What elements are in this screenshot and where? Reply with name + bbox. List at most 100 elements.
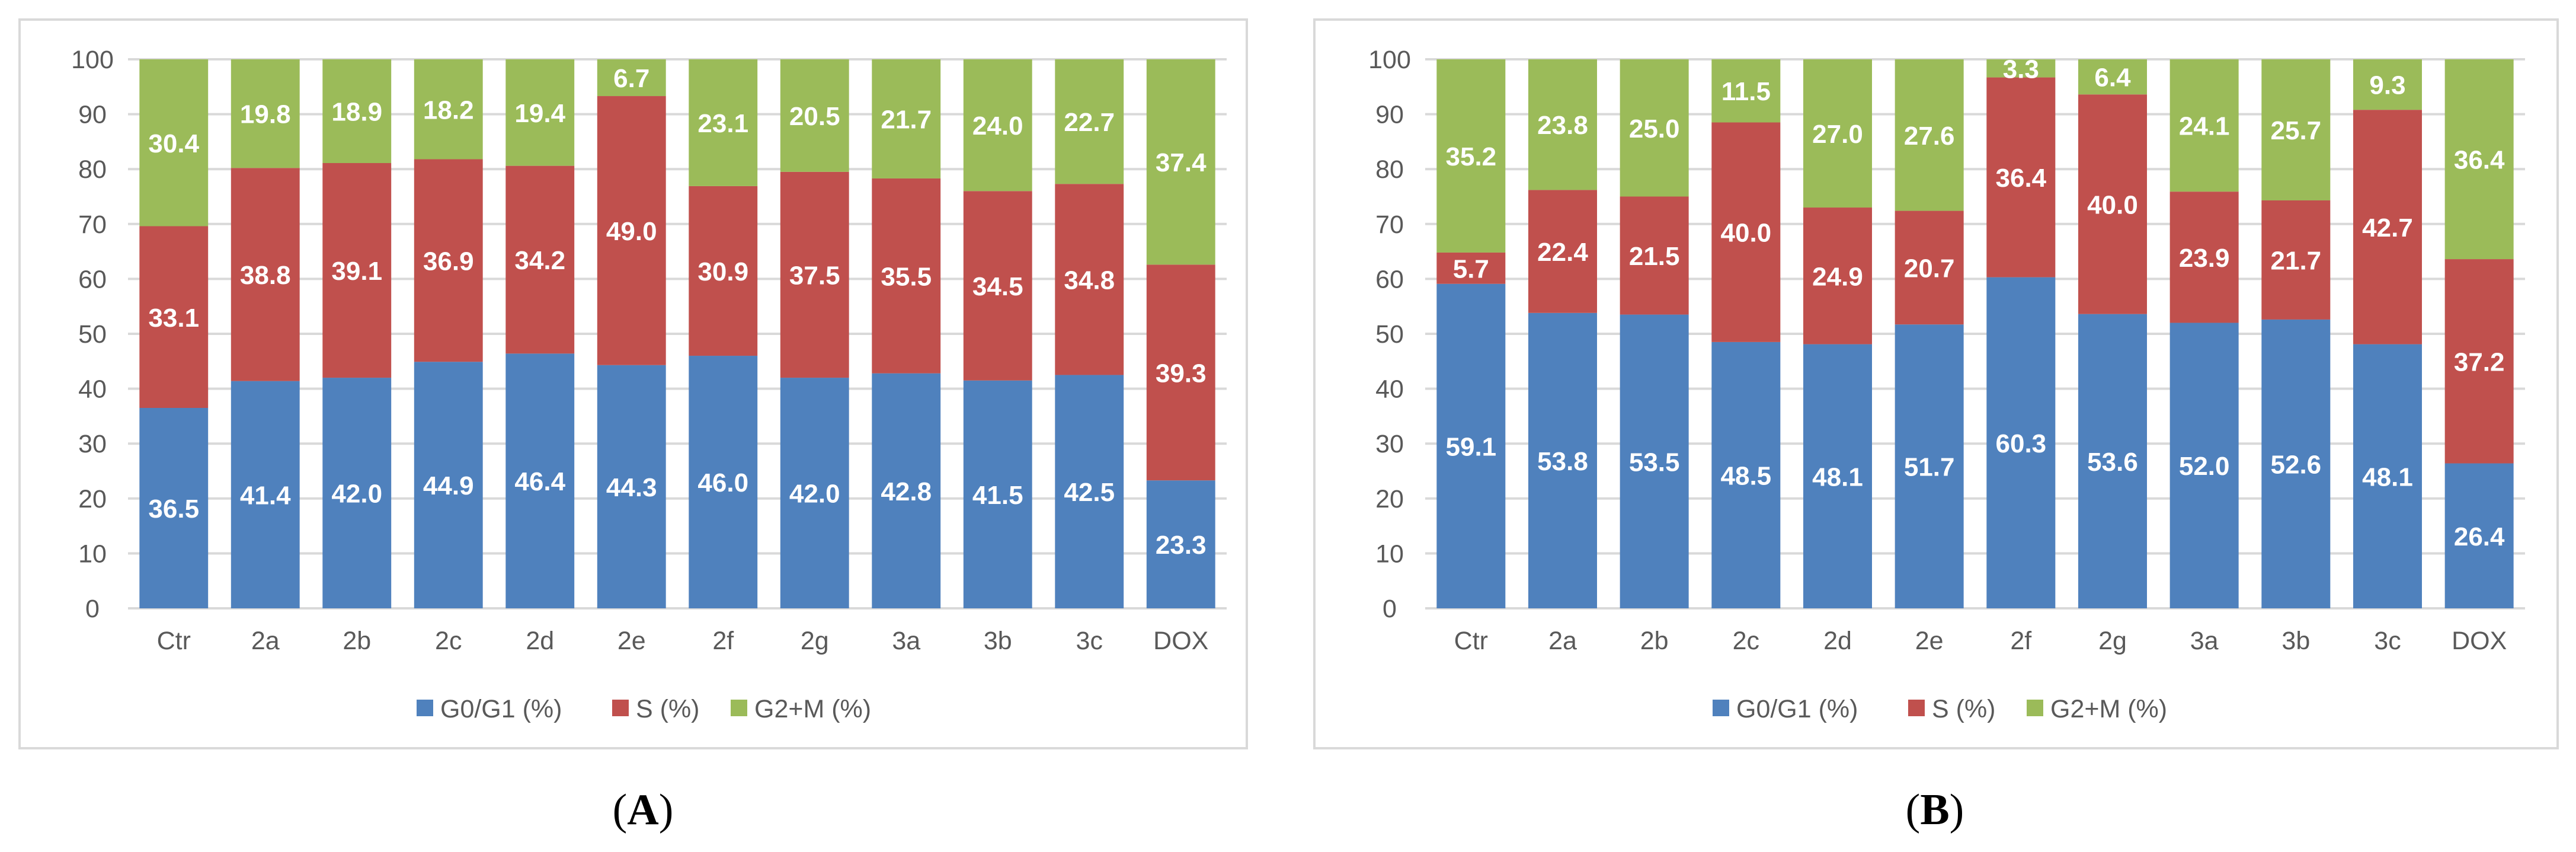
- y-tick-label: 60: [78, 265, 107, 293]
- data-label: 34.8: [1064, 266, 1115, 295]
- chart-panel-b: 0 10 20 30 40 50 60 70 80 90 100 59.1 5.7 35.2 53.8 22.…: [1313, 18, 2559, 834]
- x-axis-tick-labels: Ctr 2a 2b 2c 2d 2e 2f 2g 3a 3b 3c DOX: [157, 627, 1209, 655]
- legend-item-s: S (%): [612, 695, 700, 723]
- data-label: 41.5: [972, 481, 1023, 510]
- bar-segment-s-3a: [2169, 192, 2239, 323]
- x-tick-label: DOX: [1153, 627, 1208, 655]
- stacked-bar-2g: 42.0 37.5 20.5: [780, 59, 849, 608]
- bar-segment-s-2b: [322, 163, 392, 378]
- data-label: 6.7: [613, 64, 649, 93]
- bar-segment-g0g1-2a: [1528, 312, 1597, 608]
- stacked-bar-ctr: 59.1 5.7 35.2: [1436, 59, 1506, 608]
- data-label: 39.1: [331, 257, 382, 286]
- y-tick-label: 40: [78, 375, 107, 404]
- x-tick-label: 2c: [1733, 627, 1759, 655]
- stacked-bar-3c: 42.5 34.8 22.7: [1055, 59, 1124, 608]
- stacked-bar-2c: 44.9 36.9 18.2: [414, 59, 483, 608]
- data-label: 42.7: [2362, 213, 2413, 242]
- bar-segment-g2m-dox: [1146, 59, 1215, 265]
- x-tick-label: 2e: [1915, 627, 1944, 655]
- bar-segment-g2m-2d: [1803, 59, 1872, 208]
- legend-swatch: [2027, 700, 2043, 716]
- data-label: 60.3: [1996, 429, 2047, 458]
- y-tick-label: 40: [1375, 375, 1404, 404]
- y-tick-label: 20: [1375, 485, 1404, 513]
- bar-segment-s-2d: [505, 165, 575, 354]
- stacked-bar-ctr: 36.5 33.1 30.4: [139, 59, 209, 608]
- x-tick-label: 3b: [2281, 627, 2310, 655]
- data-label: 18.2: [423, 95, 474, 125]
- data-label: 52.0: [2179, 452, 2230, 481]
- stacked-bar-2f: 60.3 36.4 3.3: [1986, 55, 2056, 608]
- bar-segment-s-2e: [597, 96, 666, 365]
- stacked-bar-2e: 51.7 20.7 27.6: [1895, 59, 1964, 608]
- y-tick-label: 10: [1375, 540, 1404, 568]
- data-label: 6.4: [2094, 63, 2131, 92]
- stacked-bar-2d: 46.4 34.2 19.4: [505, 59, 575, 608]
- data-label: 18.9: [331, 98, 382, 127]
- caption-open-paren: (: [613, 786, 628, 834]
- bar-segment-g0g1-2c: [414, 362, 483, 608]
- bar-segment-s-ctr: [139, 226, 209, 409]
- data-label: 37.2: [2454, 347, 2505, 376]
- bar-segment-s-2e: [1895, 210, 1964, 325]
- data-label: 40.0: [1721, 219, 1772, 248]
- bar-segment-g0g1-2e: [597, 365, 666, 608]
- data-label: 23.9: [2179, 244, 2230, 273]
- bar-segment-s-3a: [872, 178, 941, 374]
- stacked-bar-3a: 42.8 35.5 21.7: [872, 59, 941, 608]
- bar-segment-g2m-3c: [1055, 59, 1124, 184]
- data-label: 53.5: [1629, 448, 1680, 477]
- bar-segment-g0g1-2g: [2078, 314, 2147, 608]
- panel-caption: (A): [613, 786, 674, 834]
- data-label: 37.4: [1156, 148, 1207, 177]
- data-label: 19.4: [514, 99, 565, 128]
- bar-segment-g2m-3b: [2261, 59, 2331, 200]
- data-label: 39.3: [1156, 359, 1207, 388]
- bar-segment-g0g1-dox: [2444, 463, 2514, 608]
- y-gridlines: [1425, 58, 2525, 555]
- data-label: 37.5: [789, 261, 840, 290]
- stacked-bar-dox: 26.4 37.2 36.4: [2444, 59, 2514, 608]
- stacked-bar-3c: 48.1 42.7 9.3: [2353, 59, 2422, 608]
- panel-caption: (B): [1906, 786, 1964, 834]
- data-label: 24.0: [972, 111, 1023, 141]
- data-label: 48.1: [2362, 462, 2413, 492]
- bar-segment-g0g1-2g: [780, 378, 849, 608]
- bar-segment-g0g1-2d: [1803, 344, 1872, 608]
- bar-segment-g2m-2f: [1986, 59, 2056, 78]
- x-tick-label: 2d: [526, 627, 554, 655]
- data-label: 21.5: [1629, 242, 1680, 271]
- x-tick-label: 2a: [1548, 627, 1577, 655]
- data-label: 27.0: [1812, 120, 1863, 149]
- x-tick-label: 3c: [2374, 627, 2401, 655]
- data-label: 33.1: [148, 304, 199, 333]
- bar-segment-g2m-3c: [2353, 59, 2422, 110]
- data-label: 48.1: [1812, 462, 1863, 492]
- y-tick-label: 70: [78, 210, 107, 239]
- y-axis-tick-labels: 0 10 20 30 40 50 60 70 80 90 100: [71, 46, 114, 623]
- bar-segment-g2m-2b: [322, 59, 392, 164]
- stacked-bar-2d: 48.1 24.9 27.0: [1803, 59, 1872, 608]
- legend: G0/G1 (%) S (%) G2+M (%): [1713, 695, 2167, 723]
- bar-segment-g0g1-2a: [231, 381, 300, 608]
- data-label: 41.4: [240, 481, 291, 510]
- bar-segment-g0g1-2f: [1986, 277, 2056, 608]
- bar-segment-s-2f: [1986, 77, 2056, 277]
- y-tick-label: 80: [1375, 155, 1404, 184]
- bar-segment-g2m-3a: [872, 59, 941, 178]
- legend-label: G2+M (%): [2050, 695, 2167, 723]
- stacked-bar-2b: 53.5 21.5 25.0: [1620, 59, 1689, 608]
- data-label: 42.0: [789, 480, 840, 509]
- data-label: 20.5: [789, 102, 840, 131]
- legend-item-g0g1: G0/G1 (%): [417, 695, 562, 723]
- bar-segment-g2m-2c: [1711, 59, 1781, 123]
- x-tick-label: 2d: [1823, 627, 1852, 655]
- bar-segment-s-2a: [1528, 190, 1597, 313]
- bar-segment-g2m-2b: [1620, 59, 1689, 197]
- y-tick-label: 100: [71, 46, 114, 74]
- legend-item-g0g1: G0/G1 (%): [1713, 695, 1858, 723]
- bar-segment-s-3c: [2353, 110, 2422, 344]
- data-label: 42.8: [881, 477, 932, 506]
- bar-segment-g0g1-2e: [1895, 324, 1964, 608]
